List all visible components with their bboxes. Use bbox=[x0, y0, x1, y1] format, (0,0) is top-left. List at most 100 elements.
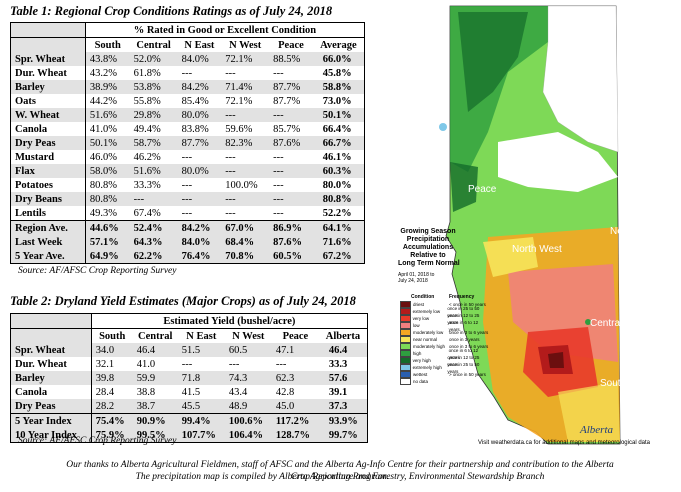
legend-condition: wettest bbox=[413, 372, 428, 377]
table1-column-header: Central bbox=[136, 39, 171, 51]
table1-row: Canola 41.0% 49.4% 83.8% 59.6% 85.7% 66.4% bbox=[10, 122, 365, 136]
table1-column-header: N East bbox=[184, 39, 215, 51]
table2-cell: 57.6 bbox=[318, 371, 368, 385]
table2-cell: 45.5 bbox=[177, 399, 225, 414]
table1-cell: 80.0% bbox=[322, 179, 352, 191]
map-region-north-west: North West bbox=[512, 244, 562, 255]
map-region-south: South bbox=[600, 378, 627, 389]
table1-cell: 50.1% bbox=[85, 136, 130, 150]
table1-cell: 44.6% bbox=[85, 220, 130, 235]
table1-cell: 84.0% bbox=[177, 235, 222, 249]
table2-cell: 39.8 bbox=[91, 371, 133, 385]
table1-cell: --- bbox=[129, 192, 178, 206]
table1-cell: --- bbox=[225, 67, 236, 79]
table1-cell: 60.5% bbox=[269, 249, 313, 264]
table1-cell: 46.0% bbox=[89, 151, 117, 163]
legend-title-line: Long Term Normal bbox=[398, 260, 460, 267]
table1-row-label: Spr. Wheat bbox=[10, 52, 86, 66]
legend-title-line: Relative to bbox=[410, 252, 446, 259]
table2-cell: 62.3 bbox=[271, 371, 319, 385]
table1-group-header: % Rated in Good or Excellent Condition bbox=[85, 22, 365, 38]
legend-header-frequency: Frequency bbox=[449, 294, 475, 300]
legend-swatch bbox=[400, 301, 411, 308]
table2-cell: 59.9 bbox=[132, 371, 178, 385]
table1-cell: 64.9% bbox=[85, 249, 130, 264]
table2-cell: 51.5 bbox=[177, 343, 225, 357]
table1-cell: 73.0% bbox=[322, 95, 352, 107]
table2-column-header-row: South Central N East N West Peace Alberta bbox=[10, 328, 368, 343]
table1-cell: 29.8% bbox=[129, 108, 178, 122]
table2-cell: 28.2 bbox=[91, 399, 133, 414]
table1-cell: 33.3% bbox=[133, 179, 161, 191]
table2-cell: 48.9 bbox=[224, 399, 272, 414]
legend-condition: moderately low bbox=[413, 330, 444, 335]
table1-cell: 62.2% bbox=[129, 249, 178, 264]
table2-row-label: Canola bbox=[10, 385, 92, 399]
table1-cell: 80.8% bbox=[89, 179, 117, 191]
table1-cell: --- bbox=[273, 151, 284, 163]
table1-row: Dry Peas 50.1% 58.7% 87.7% 82.3% 87.6% 66.7% bbox=[10, 136, 365, 150]
table2-cell: 38.8 bbox=[136, 386, 156, 398]
table1-column-header: South bbox=[94, 39, 121, 51]
table1-cell: 66.0% bbox=[312, 52, 365, 66]
table1-row-label: Last Week bbox=[10, 235, 86, 249]
legend-swatch bbox=[400, 329, 411, 336]
table2-row-label: 10 Year Index bbox=[10, 428, 92, 443]
table1-cell: 38.9% bbox=[85, 80, 130, 94]
table1-cell: 80.8% bbox=[312, 192, 365, 206]
table1-cell: --- bbox=[181, 179, 193, 191]
table2-cell: 41.0 bbox=[136, 358, 156, 370]
table1-cell: 52.4% bbox=[129, 220, 178, 235]
table1-row: Oats 44.2% 55.8% 85.4% 72.1% 87.7% 73.0% bbox=[10, 94, 365, 108]
table2-group-header-row: Estimated Yield (bushel/acre) bbox=[10, 313, 368, 329]
table1-row: Lentils 49.3% 67.4% --- --- --- 52.2% bbox=[10, 206, 365, 221]
table1-title: Table 1: Regional Crop Conditions Rating… bbox=[10, 4, 333, 18]
table1-cell: 46.2% bbox=[133, 151, 161, 163]
table1-group-header-row: % Rated in Good or Excellent Condition bbox=[10, 22, 365, 38]
table1-cell: --- bbox=[225, 151, 236, 163]
table1-cell: 66.4% bbox=[322, 123, 352, 135]
table2-cell: 60.5 bbox=[224, 343, 272, 357]
table1-cell: 61.8% bbox=[133, 67, 161, 79]
table1-cell: --- bbox=[181, 67, 193, 79]
legend-frequency: once in 3 to 6 years bbox=[449, 344, 489, 349]
table1-column-header: N West bbox=[229, 39, 262, 51]
table2-cell: 43.4 bbox=[228, 386, 248, 398]
table1-cell: 49.3% bbox=[89, 207, 117, 219]
legend-condition: extremely high bbox=[412, 365, 442, 370]
table1-cell: 87.7% bbox=[273, 95, 301, 107]
table1-row: Dry Beans 80.8% --- --- --- --- 80.8% bbox=[10, 192, 365, 206]
table1-row-label: Oats bbox=[10, 94, 86, 108]
table1-row-label: Dur. Wheat bbox=[10, 66, 86, 80]
table1-row: Dur. Wheat 43.2% 61.8% --- --- --- 45.8% bbox=[10, 66, 365, 80]
precipitation-map bbox=[439, 5, 621, 445]
table2-cell: 37.3 bbox=[318, 399, 368, 414]
table1-cell: 50.1% bbox=[312, 108, 365, 122]
table1-cell: 49.4% bbox=[133, 123, 161, 135]
table1-cell: --- bbox=[269, 192, 313, 206]
table2-cell: 38.7 bbox=[132, 399, 178, 414]
table2-cell: 128.7% bbox=[271, 428, 319, 443]
table1-row-label: 5 Year Ave. bbox=[10, 249, 86, 264]
legend-condition: low bbox=[412, 323, 420, 328]
table2-group-header: Estimated Yield (bushel/acre) bbox=[91, 313, 368, 329]
table1-cell: 82.3% bbox=[221, 136, 270, 150]
legend-frequency: once in 6 to 12 years bbox=[448, 347, 479, 360]
table1-row: Region Ave. 44.6% 52.4% 84.2% 67.0% 86.9% 64.1… bbox=[10, 220, 365, 235]
map-region-peace: Peace bbox=[468, 184, 497, 195]
legend-swatch bbox=[400, 357, 411, 364]
table1-cell: 59.6% bbox=[225, 123, 253, 135]
table2-column-header: N East bbox=[186, 330, 217, 342]
table1-cell: 43.2% bbox=[89, 67, 117, 79]
legend-condition: driest bbox=[413, 302, 425, 307]
legend-frequency: once in 6 to 12 years bbox=[448, 319, 479, 332]
table1-row-label: Dry Beans bbox=[10, 192, 86, 206]
table2-cell: 32.1 bbox=[95, 358, 115, 370]
map-footer: Visit weatherdata.ca for additional maps… bbox=[478, 440, 650, 446]
table2-row: Barley 39.8 59.9 71.8 74.3 62.3 57.6 bbox=[10, 371, 368, 385]
table2-row-label: Dry Peas bbox=[10, 399, 92, 414]
table2-cell: 33.3 bbox=[328, 358, 348, 370]
table1-cell: 87.7% bbox=[177, 136, 222, 150]
legend-title-line: Growing Season bbox=[400, 228, 456, 235]
table1-cell: --- bbox=[221, 192, 270, 206]
